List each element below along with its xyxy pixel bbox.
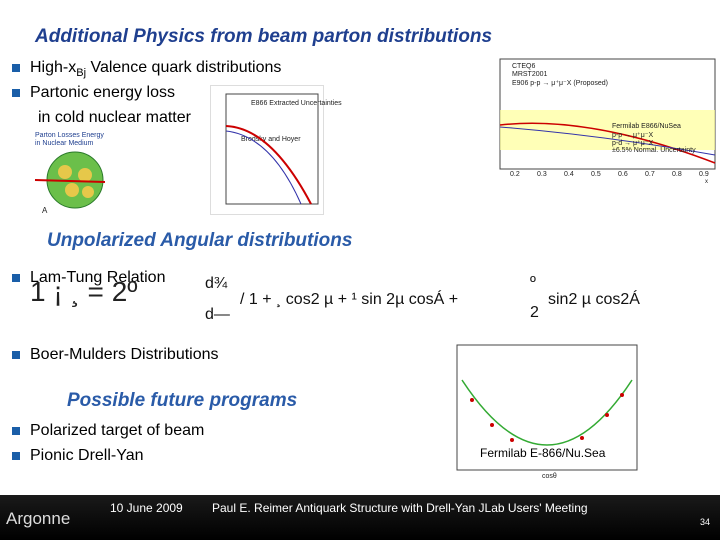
- section-heading: Possible future programs: [67, 390, 298, 411]
- legend-entry: Fermilab E866/NuSea: [612, 123, 681, 130]
- bullet: Polarized target of beam: [30, 422, 205, 439]
- figure-caption: in Nuclear Medium: [35, 140, 94, 147]
- x-tick-label: 0.8: [672, 171, 682, 178]
- legend-entry: p-d → μ⁺μ⁻X: [612, 140, 654, 147]
- bullet-marker: [12, 452, 20, 460]
- ratio-plot: [499, 58, 716, 170]
- section-heading: Unpolarized Angular distributions: [47, 230, 353, 251]
- bullet: Lam-Tung Relation: [30, 269, 166, 286]
- bullet-marker: [12, 427, 20, 435]
- bullet: Partonic energy loss: [30, 84, 175, 101]
- equation-fraction-top: º: [530, 274, 536, 291]
- x-tick-label: 0.7: [645, 171, 655, 178]
- equation-denominator: d—: [205, 306, 230, 323]
- figure-legend: Brodsky and Hoyer: [241, 136, 301, 143]
- bullet: Pionic Drell-Yan: [30, 447, 144, 464]
- figure-caption: Parton Losses Energy: [35, 132, 104, 139]
- eloss-figure: E866 Extracted Uncertainties Brodsky and…: [210, 85, 342, 215]
- equation-fraction-bottom: 2: [530, 304, 539, 321]
- legend-entry: CTEQ6: [512, 63, 536, 70]
- bullet-text: High-x: [30, 59, 77, 76]
- nucleus-drawing: [34, 151, 106, 209]
- angular-plot: [456, 344, 638, 471]
- legend-entry: MRST2001: [512, 71, 548, 78]
- bullet-text: Valence quark distributions: [86, 59, 282, 76]
- footer-text: Paul E. Reimer Antiquark Structure with …: [212, 501, 588, 515]
- figure-legend: E866 Extracted Uncertainties: [251, 100, 342, 107]
- x-tick-label: 0.2: [510, 171, 520, 178]
- equation-lhs: 1 ¡ ¸ = 2º: [30, 276, 138, 307]
- x-tick-label: 0.9: [699, 171, 709, 178]
- equation-numerator: d¾: [205, 275, 228, 292]
- angular-figure: Fermilab E-866/Nu.Sea cosθ: [432, 340, 642, 482]
- slide-title: Additional Physics from beam parton dist…: [35, 26, 493, 47]
- bullet-continuation: in cold nuclear matter: [38, 109, 191, 126]
- equation-rhs: / 1 + ¸ cos2 µ + ¹ sin 2µ cosÁ +: [240, 291, 459, 308]
- nucleus-figure: Parton Losses Energy in Nuclear Medium A: [30, 130, 205, 215]
- bullet-marker: [12, 64, 20, 72]
- x-tick-label: 0.5: [591, 171, 601, 178]
- bullet: High-xBj Valence quark distributions: [30, 59, 281, 79]
- ratio-figure: CTEQ6 MRST2001 E906 p-p → μ⁺μ⁻X (Propose…: [470, 55, 720, 185]
- x-tick-label: 0.3: [537, 171, 547, 178]
- axis-label: x: [705, 179, 708, 185]
- page-number: 34: [700, 517, 711, 527]
- bullet-marker: [12, 351, 20, 359]
- footer-logo: Argonne: [6, 509, 71, 528]
- footer-date: 10 June 2009: [110, 501, 183, 515]
- equation-tail: sin2 µ cos2Á: [548, 291, 640, 308]
- legend-entry: ±6.5% Normal. Uncertainty: [612, 147, 696, 154]
- x-tick-label: 0.4: [564, 171, 574, 178]
- bullet-marker: [12, 274, 20, 282]
- x-tick-label: 0.6: [618, 171, 628, 178]
- figure-label: Fermilab E-866/Nu.Sea: [480, 446, 606, 460]
- legend-entry: p-p → μ⁺μ⁻X: [612, 132, 654, 139]
- eloss-curves: [225, 93, 319, 205]
- bullet-marker: [12, 89, 20, 97]
- footer: Argonne 10 June 2009 Paul E. Reimer Anti…: [0, 495, 720, 540]
- figure-label: A: [42, 206, 48, 215]
- axis-label: cosθ: [542, 473, 557, 480]
- bullet-subscript: Bj: [76, 67, 87, 80]
- legend-entry: E906 p-p → μ⁺μ⁻X (Proposed): [512, 80, 608, 87]
- bullet: Boer-Mulders Distributions: [30, 346, 219, 363]
